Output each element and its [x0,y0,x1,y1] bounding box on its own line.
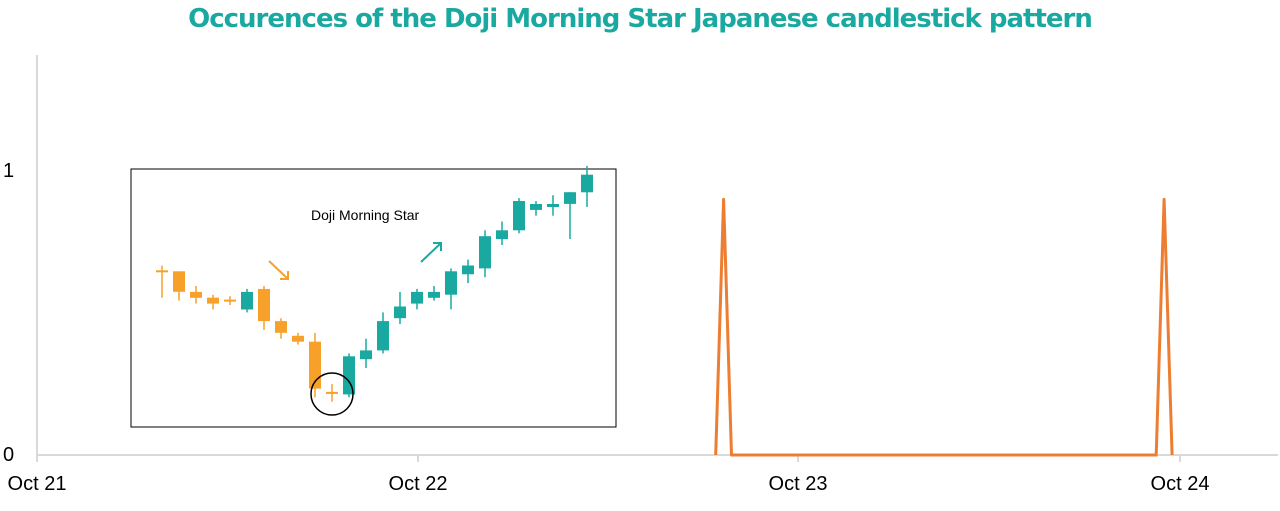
up-arrow-head [433,242,442,251]
candle-body-1 [173,271,185,292]
x-ticks: Oct 21 Oct 22 Oct 23 Oct 24 [8,455,1210,495]
candle-body-8 [292,335,304,342]
series-line-0 [714,197,1174,457]
inset-label: Doji Morning Star [311,207,419,223]
candle-body-18 [462,265,474,275]
candle-body-16 [428,291,440,298]
candle-body-2 [190,291,202,298]
down-arrow-shaft [268,260,289,280]
candle-body-14 [394,306,406,319]
candle-body-5 [241,291,253,310]
candle-body-22 [530,204,542,210]
inset-candles [156,165,593,402]
candle-body-19 [479,236,491,269]
candle-body-23 [547,204,559,207]
candle-body-15 [411,291,423,304]
x-tick-label-3: Oct 24 [1151,473,1210,495]
x-tick-label-2: Oct 23 [769,473,828,495]
candle-body-12 [360,350,372,360]
y-ticks: 0 1 [3,160,14,466]
x-tick-label-0: Oct 21 [8,473,67,495]
candle-body-24 [564,192,576,204]
x-tick-label-1: Oct 22 [389,473,448,495]
candle-body-21 [513,201,525,231]
candle-body-25 [581,174,593,193]
doji-highlight-circle [310,372,354,416]
candle-body-17 [445,271,457,295]
candle-body-13 [377,321,389,351]
up-arrow-shaft [420,242,442,263]
candle-body-7 [275,321,287,333]
candle-body-9 [309,341,321,389]
candle-body-20 [496,230,508,240]
down-arrow-head [280,271,289,280]
candle-body-6 [258,288,270,322]
y-tick-label-1: 1 [3,160,14,182]
series-layer [714,197,1174,457]
candle-body-3 [207,297,219,304]
inset-illustration: Doji Morning Star [130,165,617,428]
y-tick-label-0: 0 [3,444,14,466]
chart-title: Occurences of the Doji Morning Star Japa… [188,4,1093,34]
candle-body-11 [343,356,355,395]
